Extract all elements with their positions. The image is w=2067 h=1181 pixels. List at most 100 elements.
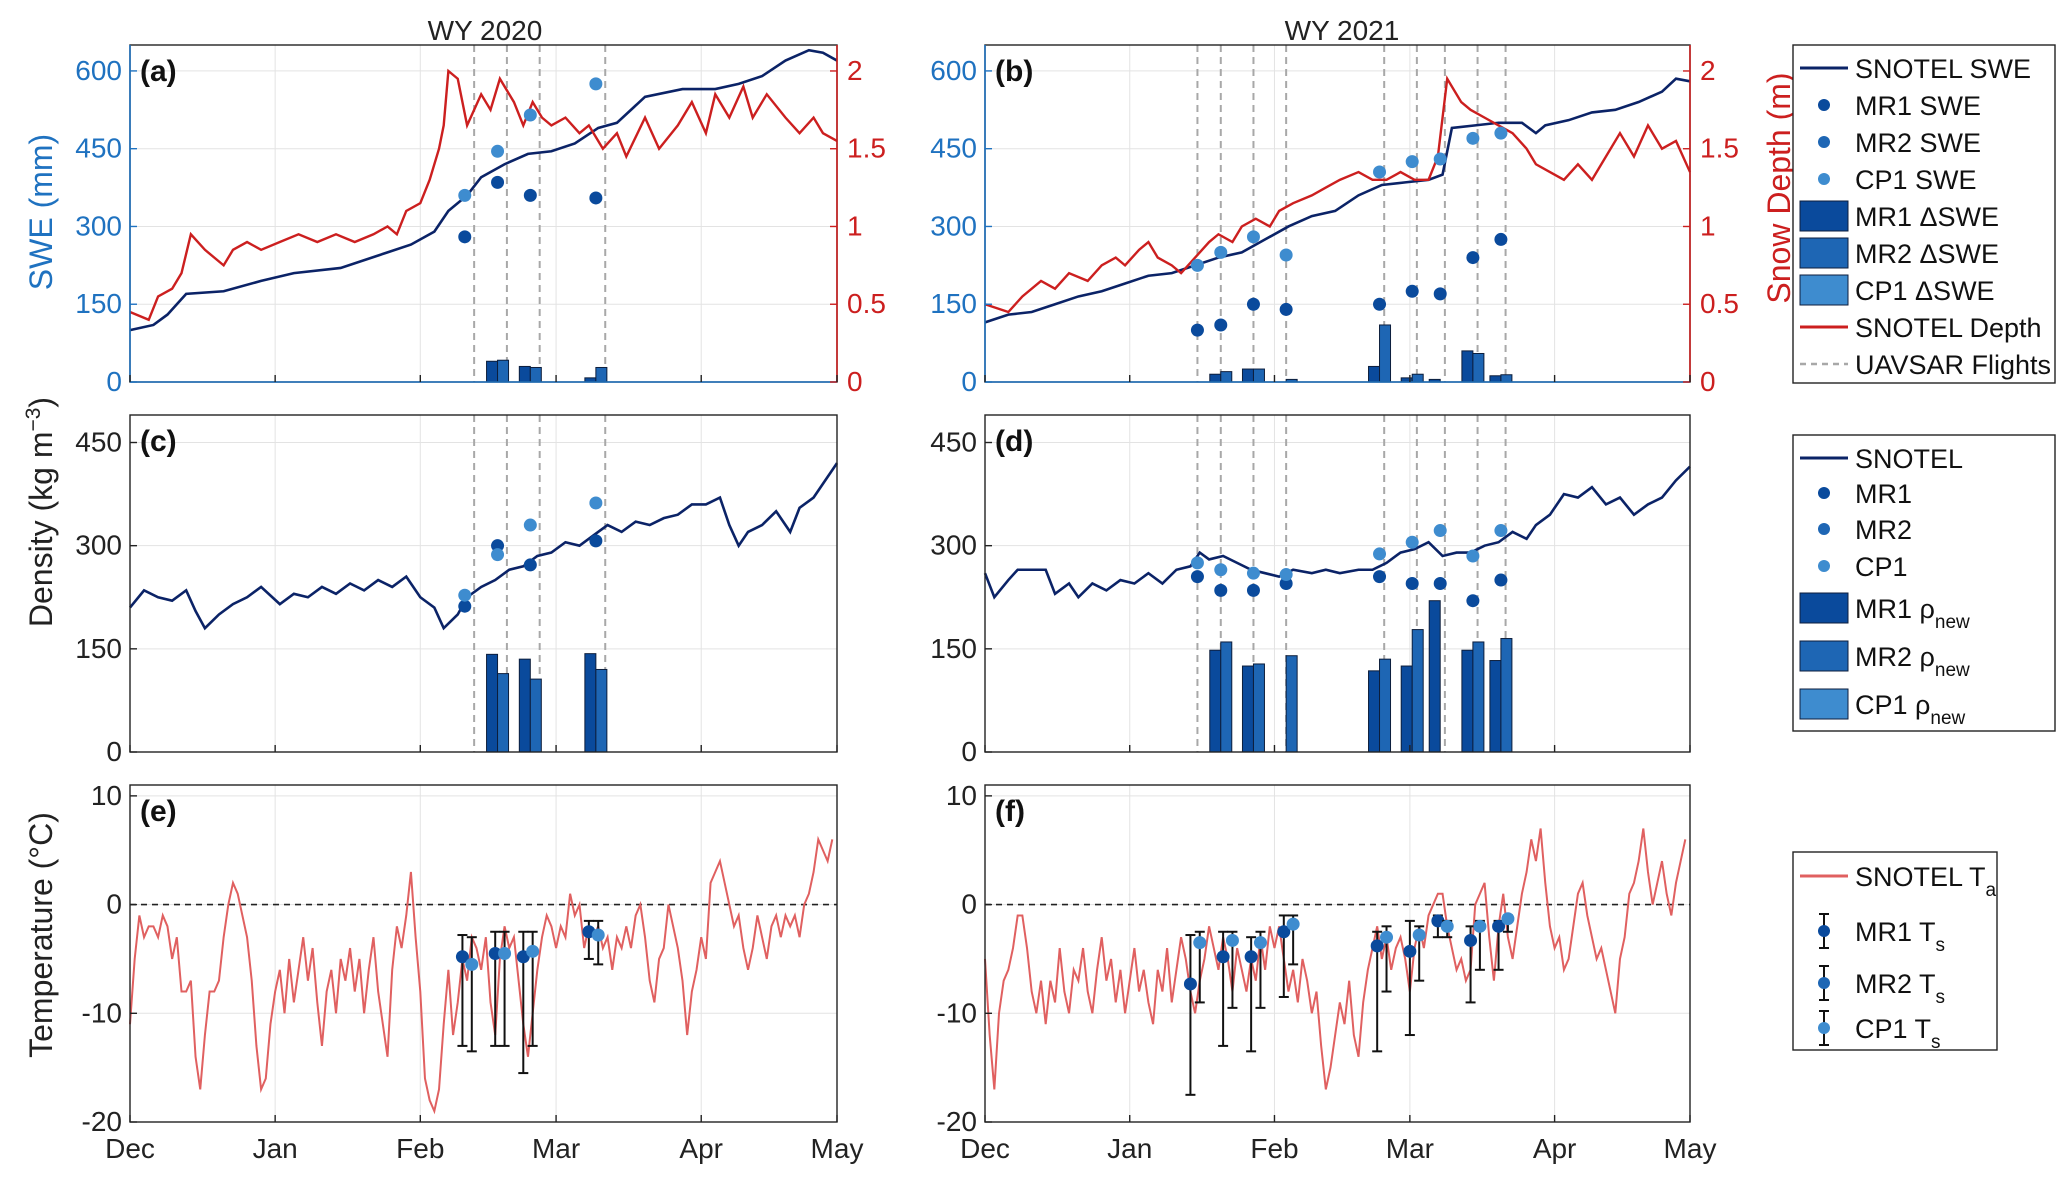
axes-frame: [129, 784, 838, 1123]
legend-swatch-bar: [1799, 640, 1849, 672]
legend-density-label-main: MR2: [1855, 515, 1912, 545]
marker-mr2: [1279, 568, 1293, 582]
marker-mr1-ts: [1183, 977, 1197, 991]
y2-tick-label: 0.5: [1700, 288, 1739, 319]
y-tick-label: 450: [930, 133, 977, 164]
legend-swatch-bar: [1799, 237, 1849, 269]
legend-density-label: CP1: [1855, 552, 1908, 582]
bar-mr1-δswe: [1241, 368, 1254, 383]
legend-swe-label: CP1 ΔSWE: [1855, 276, 1995, 306]
marker-mr2-swe: [491, 144, 505, 158]
legend-density-label: MR1 ρnew: [1855, 594, 1970, 633]
marker-mr1-swe: [491, 175, 505, 189]
bar-mr2-δswe: [1252, 368, 1265, 383]
legend-density-label-main: CP1: [1855, 552, 1908, 582]
legend-swe-label: MR1 SWE: [1855, 91, 1981, 121]
marker-mr1-swe: [1373, 297, 1387, 311]
bar-mr1-δswe: [1461, 350, 1474, 383]
axes-frame: [984, 784, 1691, 1123]
series-snotel-swe: [129, 48, 838, 332]
marker-mr2-ts: [591, 928, 605, 942]
marker-mr2: [1433, 524, 1447, 538]
marker-mr1-swe: [1466, 251, 1480, 265]
legend-temperature-label-main: MR2 T: [1855, 969, 1936, 999]
bar-mr1-ρnew: [486, 653, 499, 753]
y-tick-label: -10: [82, 997, 122, 1028]
legend-temperature-subscript: s: [1936, 935, 1946, 956]
marker-mr1-swe: [1214, 318, 1228, 332]
legend-density: [1792, 434, 2056, 732]
bar-mr2-δswe: [1379, 324, 1392, 383]
marker-mr2-ts: [465, 957, 479, 971]
y-tick-label: 0: [106, 889, 122, 920]
axes-frame: [984, 44, 1691, 383]
bar-mr1-ρnew: [518, 658, 531, 753]
legend-density-label: MR2 ρnew: [1855, 642, 1970, 681]
x-tick-label: Dec: [960, 1133, 1010, 1164]
marker-mr2-swe: [1190, 258, 1204, 272]
panel-label: (c): [140, 425, 177, 458]
panel-label: (d): [995, 425, 1033, 458]
bar-mr2-ρnew: [497, 673, 510, 753]
marker-mr2: [589, 496, 603, 510]
legend-swe-label: SNOTEL SWE: [1855, 54, 2031, 84]
bar-mr1-δswe: [1368, 365, 1381, 383]
axes-frame: [984, 414, 1691, 753]
legend-density-label-main: CP1 ρ: [1855, 690, 1930, 720]
legend-density-label: MR2: [1855, 515, 1912, 545]
y2-tick-label: 1: [847, 210, 863, 241]
axes-frame: [129, 414, 838, 753]
legend-swe-label: MR1 ΔSWE: [1855, 202, 1999, 232]
legend-swe-label: MR2 SWE: [1855, 128, 1981, 158]
y-tick-label: 0: [961, 889, 977, 920]
y-tick-label: 450: [930, 427, 977, 458]
marker-mr2-swe: [1405, 155, 1419, 169]
marker-mr1: [491, 539, 505, 553]
marker-mr2-ts: [498, 947, 512, 960]
y2-tick-label: 1: [1700, 210, 1716, 241]
marker-mr2: [1494, 524, 1508, 538]
series-snotel-ta: [984, 828, 1687, 1090]
marker-mr1: [1433, 577, 1447, 590]
y2-tick-label: 2: [847, 55, 863, 86]
legend-density-label: CP1 ρnew: [1855, 690, 1966, 729]
x-tick-label: May: [1664, 1133, 1717, 1164]
marker-mr2-swe: [1466, 131, 1480, 145]
depth-axis-label: Snow Depth (m): [1761, 72, 1797, 303]
marker-mr2-swe: [1214, 245, 1228, 259]
marker-mr1-ts: [1464, 933, 1478, 947]
y-tick-label: 10: [91, 780, 122, 811]
marker-mr1-ts: [455, 950, 469, 964]
legend-density-label-main: SNOTEL: [1855, 444, 1963, 474]
bar-mr2-δswe: [1500, 374, 1513, 383]
legend-swatch-dot: [1818, 99, 1830, 111]
y-tick-label: 150: [930, 633, 977, 664]
bar-mr2-δswe: [1472, 352, 1485, 383]
y2-tick-label: 0.5: [847, 288, 886, 319]
panel-e: -20 -10 0 10 Dec Jan Feb Mar Apr May (e): [82, 780, 864, 1164]
x-tick-label: Jan: [1107, 1133, 1152, 1164]
x-tick-label: Apr: [679, 1133, 723, 1164]
marker-mr1: [1466, 594, 1480, 608]
column-title-wy2021: WY 2021: [1285, 15, 1400, 46]
marker-mr1: [1373, 570, 1387, 584]
marker-mr1-ts: [1216, 950, 1230, 964]
legend-swatch-bar: [1799, 592, 1849, 624]
y-tick-label: 300: [75, 210, 122, 241]
x-tick-label: Feb: [396, 1133, 444, 1164]
marker-mr1-ts: [1492, 919, 1506, 933]
y-tick-label: 300: [75, 530, 122, 561]
x-tick-label: Apr: [1533, 1133, 1577, 1164]
panel-c: 0 150 300 450 (c): [75, 414, 839, 767]
bar-mr2-δswe: [1220, 371, 1233, 383]
y-tick-label: 0: [961, 736, 977, 767]
marker-mr1-swe: [458, 230, 472, 244]
marker-mr2: [1214, 563, 1228, 577]
series-snotel: [983, 465, 1691, 600]
y-tick-label: 150: [75, 288, 122, 319]
bar-mr2-δswe: [595, 366, 608, 383]
bar-mr1-ρnew: [1428, 600, 1441, 753]
legend-temperature-label: SNOTEL Ta: [1855, 862, 1997, 901]
legend-temperature-subscript: s: [1931, 1032, 1941, 1053]
y-tick-label: 0: [106, 366, 122, 397]
